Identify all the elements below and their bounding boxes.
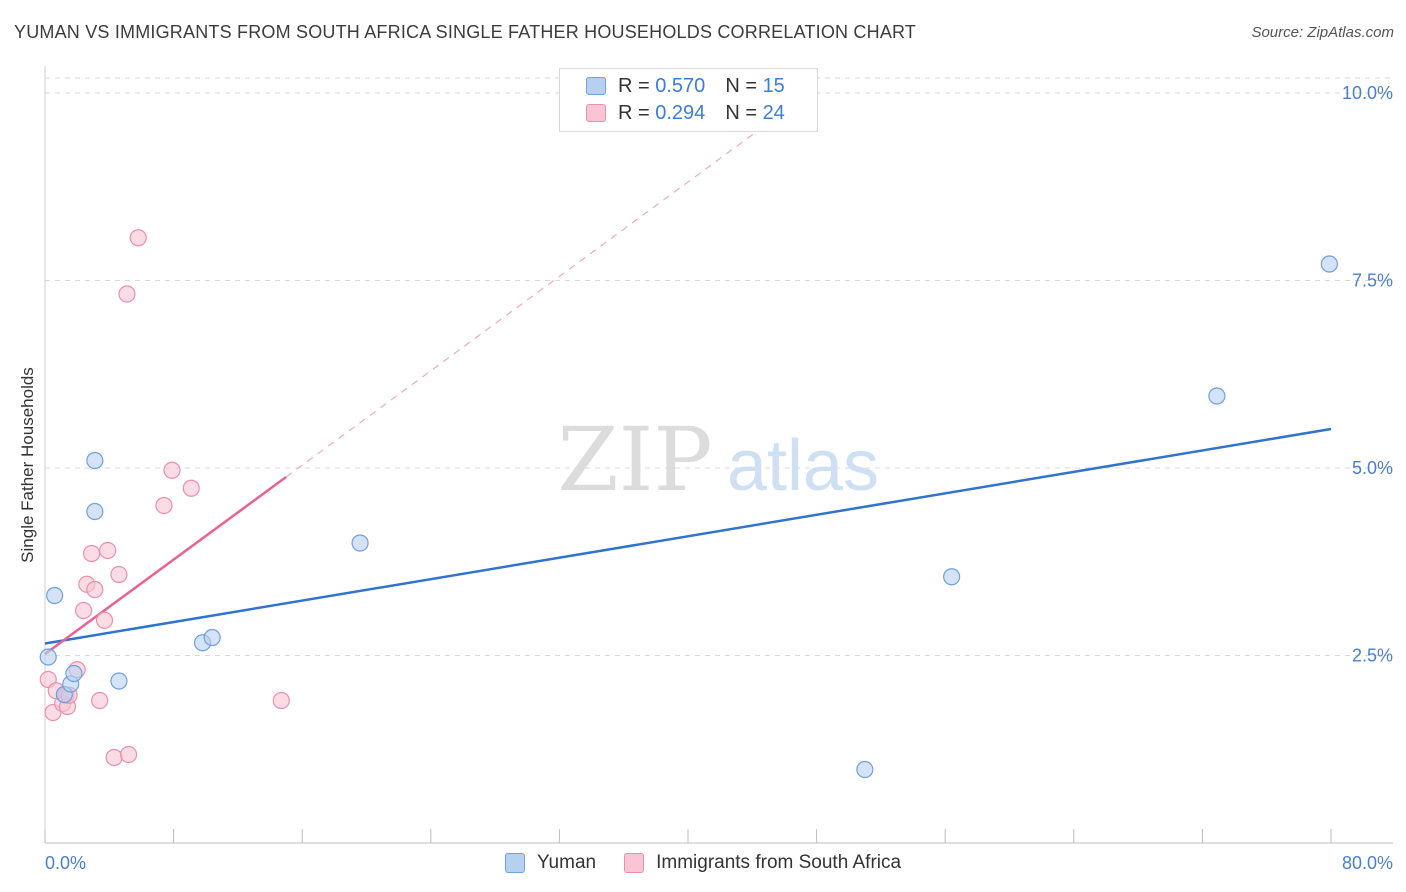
point-south-africa — [182, 479, 200, 497]
y-tick-label: 2.5% — [1352, 646, 1393, 666]
yuman-swatch — [504, 853, 525, 873]
point-yuman — [86, 502, 104, 521]
point-south-africa — [110, 565, 128, 584]
point-yuman — [1208, 387, 1226, 405]
legend-label-south-africa: Immigrants from South Africa — [656, 852, 902, 873]
correlation-legend: R = 0.570 N = 15 R = 0.294 N = 24 — [559, 68, 818, 132]
x-tick-label-max: 80.0% — [1342, 853, 1393, 873]
legend-label-yuman: Yuman — [536, 852, 597, 873]
south-africa-swatch — [586, 104, 606, 122]
point-south-africa — [91, 691, 109, 710]
point-south-africa — [99, 541, 117, 560]
point-south-africa — [86, 580, 104, 599]
point-yuman — [46, 586, 64, 605]
n-value: 15 — [762, 74, 785, 97]
y-axis-label: Single Father Households — [18, 367, 37, 563]
legend-row-yuman: R = 0.570 N = 15 — [586, 73, 785, 99]
yuman-swatch — [586, 77, 606, 95]
n-value: 24 — [762, 101, 785, 124]
point-south-africa — [74, 601, 93, 620]
point-south-africa — [95, 611, 114, 629]
watermark-zip: ZIP — [557, 408, 712, 511]
south-africa-swatch — [624, 853, 645, 873]
point-south-africa — [119, 745, 138, 764]
n-label: N = — [725, 101, 757, 124]
r-value: 0.570 — [655, 74, 706, 97]
legend-row-south-africa: R = 0.294 N = 24 — [586, 100, 785, 126]
point-south-africa — [83, 544, 101, 563]
y-tick-labels: 2.5% 5.0% 7.5% 10.0% — [1342, 83, 1393, 666]
point-yuman — [943, 568, 961, 586]
chart-title: YUMAN VS IMMIGRANTS FROM SOUTH AFRICA SI… — [14, 22, 917, 42]
point-south-africa — [118, 285, 136, 303]
point-yuman — [110, 672, 128, 690]
y-tick-label: 7.5% — [1352, 271, 1393, 291]
trendline-south-africa — [44, 475, 287, 656]
point-yuman — [86, 451, 104, 470]
data-points — [39, 229, 1338, 779]
legend-item-yuman: Yuman — [504, 852, 597, 874]
point-south-africa — [105, 748, 123, 767]
point-yuman — [856, 760, 874, 779]
r-label: R = — [618, 74, 650, 97]
legend-item-south-africa: Immigrants from South Africa — [624, 852, 901, 874]
point-south-africa — [155, 496, 173, 515]
r-value: 0.294 — [655, 101, 706, 124]
point-yuman — [39, 648, 57, 666]
axes — [44, 66, 1393, 844]
y-tick-label: 10.0% — [1342, 83, 1393, 103]
watermark-atlas: atlas — [727, 426, 879, 506]
point-yuman — [65, 664, 83, 683]
trendline-south-africa-extension — [285, 122, 769, 478]
trendlines — [44, 122, 1332, 656]
n-label: N = — [725, 74, 757, 97]
watermark: ZIP atlas — [557, 408, 879, 511]
series-legend: Yuman Immigrants from South Africa — [0, 852, 1406, 874]
point-south-africa — [163, 461, 181, 479]
point-yuman — [203, 628, 221, 647]
point-south-africa — [129, 229, 147, 247]
gridlines — [45, 77, 1393, 656]
point-yuman — [1320, 255, 1338, 273]
x-tick-label-min: 0.0% — [45, 853, 86, 873]
trendline-yuman — [44, 427, 1332, 645]
source-label: Source: ZipAtlas.com — [1251, 24, 1394, 41]
point-yuman — [351, 534, 369, 552]
x-tick-labels: 0.0% 80.0% — [45, 853, 1393, 873]
y-tick-label: 5.0% — [1352, 458, 1393, 478]
r-label: R = — [618, 101, 650, 124]
point-south-africa — [272, 691, 290, 710]
